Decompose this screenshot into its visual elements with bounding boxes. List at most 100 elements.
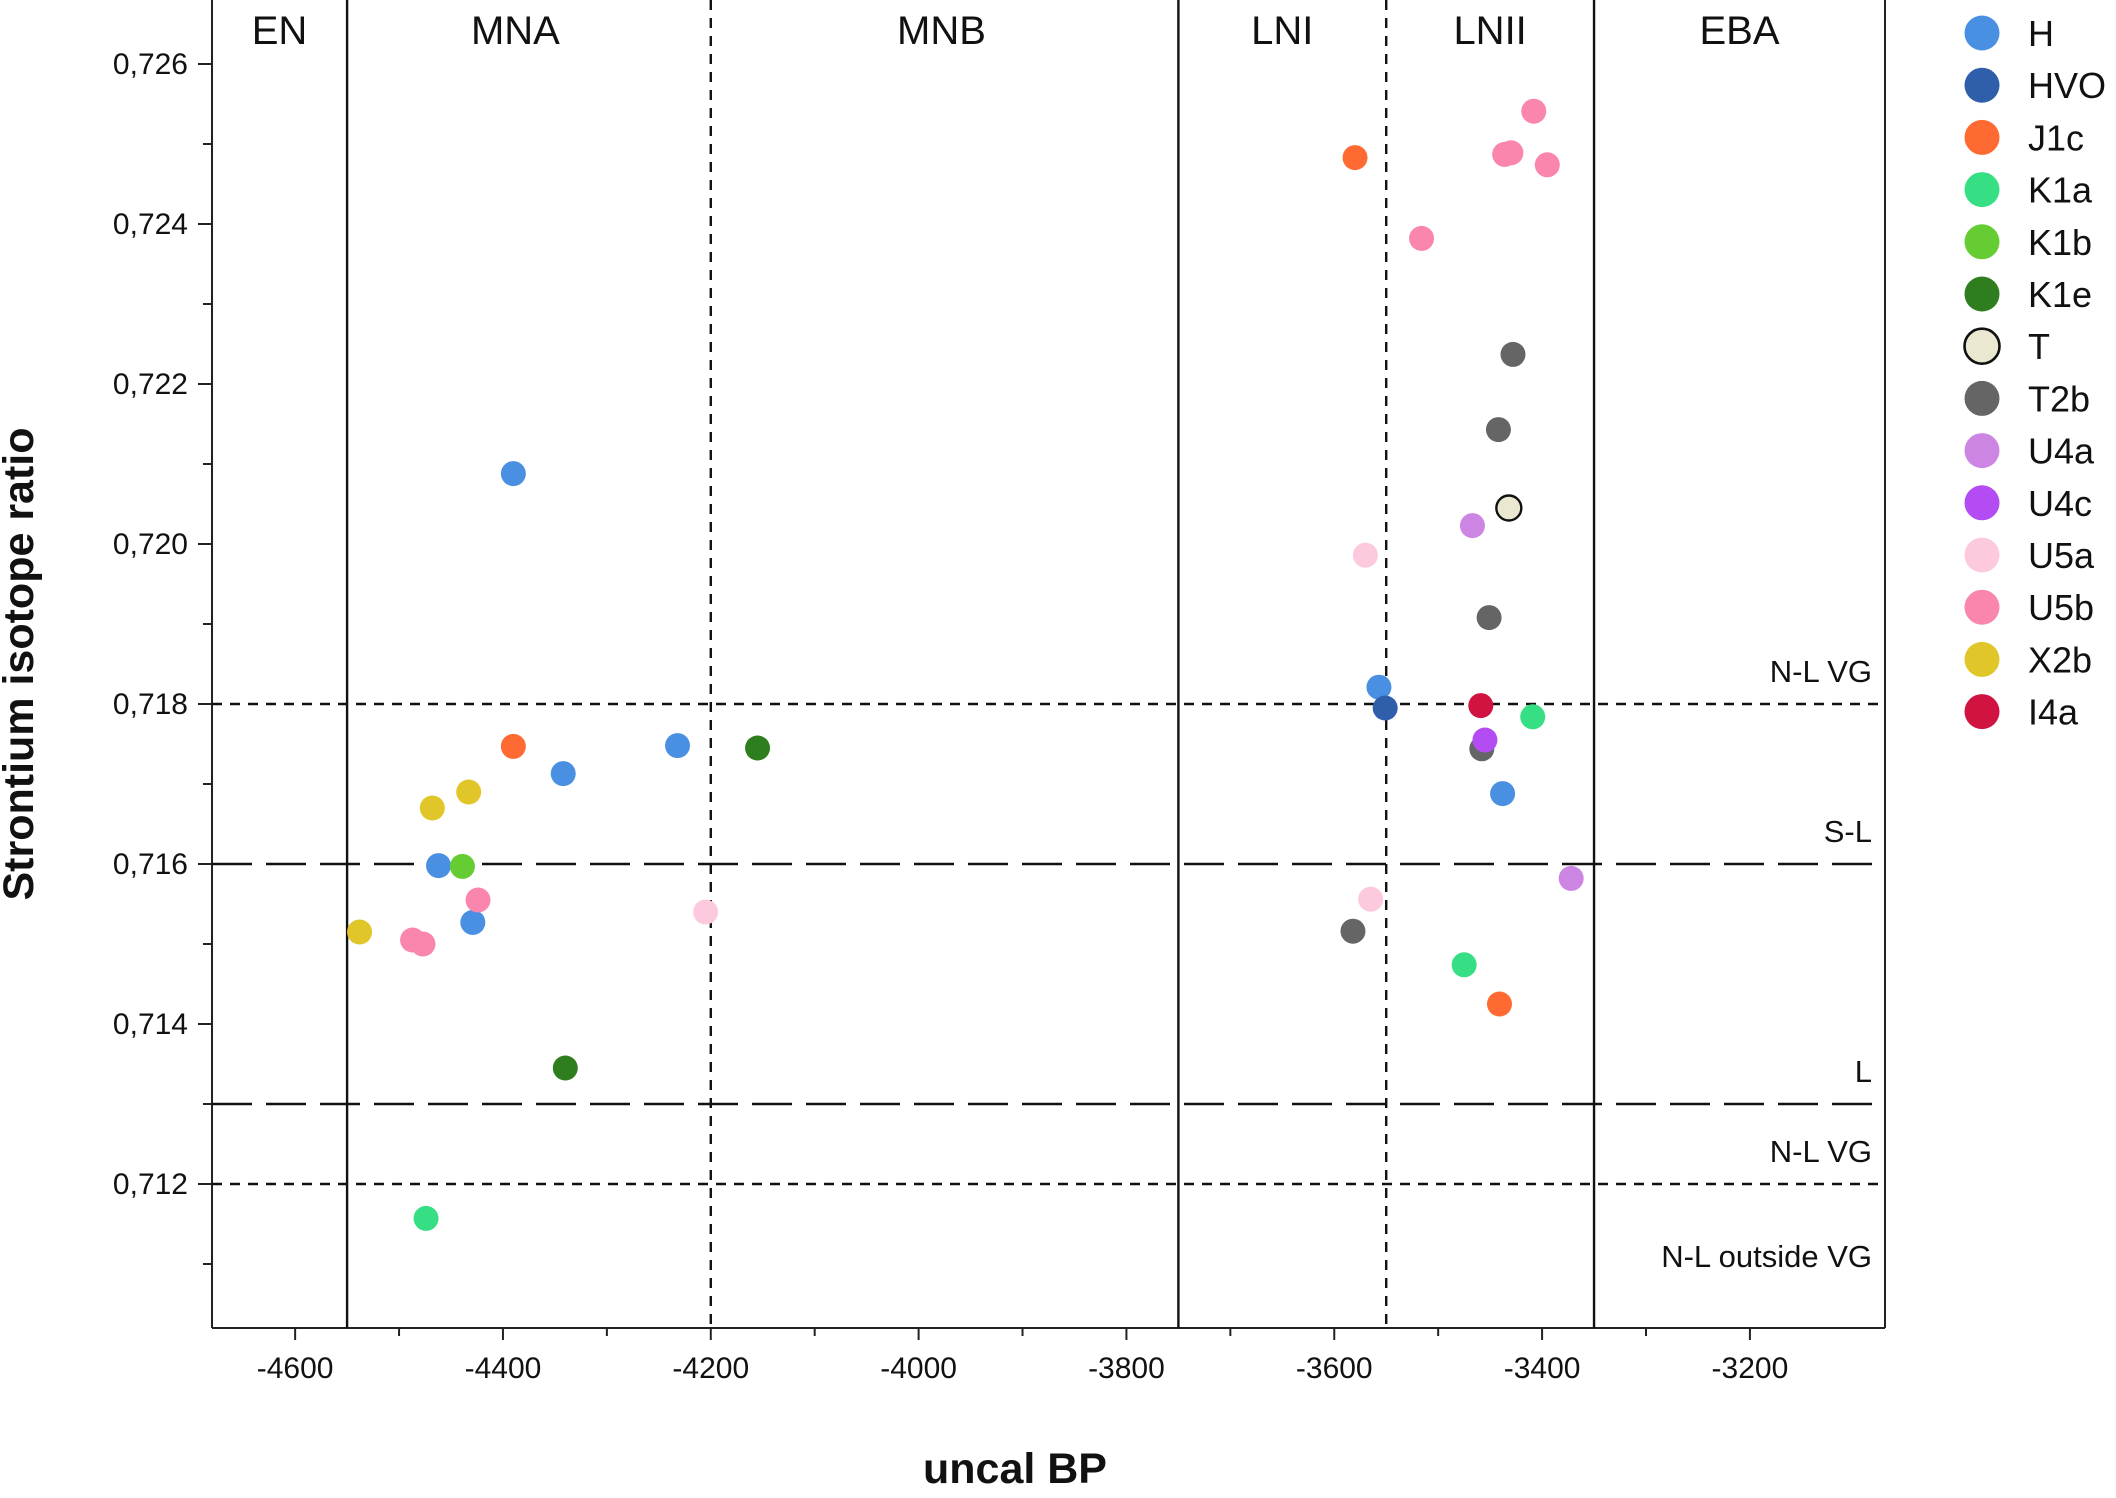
data-point — [449, 853, 475, 879]
period-label: LNII — [1453, 9, 1526, 53]
legend-label: U5a — [2028, 535, 2095, 576]
x-tick-label: -4600 — [257, 1352, 334, 1385]
data-point — [1409, 225, 1435, 251]
x-tick-label: -4000 — [880, 1352, 957, 1385]
data-point — [745, 735, 771, 761]
data-point — [1472, 727, 1498, 753]
threshold-label: S-L — [1824, 814, 1872, 849]
data-point — [665, 733, 691, 759]
x-axis-ticks: -4600 -4400 -4200 -4000 -3800 -3600 -3400 -3200 — [257, 1328, 1789, 1385]
y-axis-ticks: 0,712 0,714 0,716 0,718 0,720 0,722 0,724 0,726 — [113, 48, 212, 1265]
data-point — [1534, 152, 1560, 178]
data-point — [1486, 991, 1512, 1017]
legend-marker — [1964, 119, 2000, 155]
y-tick-label: 0,718 — [113, 688, 188, 721]
data-point — [1520, 704, 1546, 730]
y-axis-title: Strontium isotope ratio — [0, 428, 43, 901]
legend-label: K1a — [2028, 170, 2093, 211]
legend-label: J1c — [2028, 117, 2084, 158]
data-point — [1521, 98, 1547, 124]
data-point — [1459, 513, 1485, 539]
legend-marker — [1964, 172, 2000, 208]
legend-label: U4c — [2028, 483, 2092, 524]
data-point — [1500, 341, 1526, 367]
data-point — [460, 909, 486, 935]
y-tick-label: 0,724 — [113, 208, 188, 241]
threshold-label: N-L VG — [1770, 1134, 1872, 1169]
data-point — [1358, 886, 1384, 912]
legend-label: X2b — [2028, 639, 2092, 680]
data-point — [500, 733, 526, 759]
legend-marker — [1964, 433, 2000, 469]
legend-label: H — [2028, 13, 2054, 54]
threshold-label: L — [1855, 1054, 1872, 1089]
data-point — [413, 1205, 439, 1231]
legend-marker — [1964, 485, 2000, 521]
data-point — [347, 919, 373, 945]
legend-marker — [1964, 589, 2000, 625]
data-point — [465, 887, 491, 913]
data-point — [1468, 693, 1494, 719]
data-point — [1476, 605, 1502, 631]
legend-marker — [1964, 15, 2000, 51]
legend: H HVO J1c K1a K1b K1e T T2b U4a U4c U5a U5b X2b I4a — [1963, 13, 2106, 733]
data-point — [1558, 865, 1584, 891]
period-label: LNI — [1251, 9, 1313, 53]
region-label: N-L outside VG — [1661, 1239, 1872, 1274]
x-tick-label: -3200 — [1712, 1352, 1789, 1385]
y-tick-label: 0,726 — [113, 48, 188, 81]
legend-label: K1e — [2028, 274, 2092, 315]
data-point — [1495, 494, 1523, 522]
x-tick-label: -3800 — [1088, 1352, 1165, 1385]
legend-label: T — [2028, 326, 2050, 367]
data-point — [1451, 952, 1477, 978]
y-tick-label: 0,722 — [113, 368, 188, 401]
data-point — [550, 761, 576, 787]
reference-line-labels: N-L VG S-L L N-L VG N-L outside VG — [1661, 654, 1872, 1274]
x-tick-label: -3400 — [1504, 1352, 1581, 1385]
y-tick-label: 0,716 — [113, 848, 188, 881]
data-points — [347, 98, 1584, 1231]
x-tick-label: -4200 — [672, 1352, 749, 1385]
data-point — [1485, 417, 1511, 443]
legend-label: U5b — [2028, 587, 2094, 628]
data-point — [1366, 674, 1392, 700]
x-axis-title: uncal BP — [923, 1445, 1107, 1493]
period-label: EN — [252, 9, 308, 53]
data-point — [1342, 145, 1368, 171]
data-point — [1372, 695, 1398, 721]
data-point — [456, 779, 482, 805]
legend-label: I4a — [2028, 692, 2079, 733]
threshold-label: N-L VG — [1770, 654, 1872, 689]
legend-label: K1b — [2028, 222, 2092, 263]
legend-label: T2b — [2028, 378, 2090, 419]
data-point — [1340, 918, 1366, 944]
data-point — [1490, 781, 1516, 807]
period-label: MNB — [897, 9, 986, 53]
data-point — [693, 899, 719, 925]
data-point — [426, 853, 452, 879]
data-point — [419, 795, 445, 821]
period-label: MNA — [471, 9, 560, 53]
legend-label: HVO — [2028, 65, 2106, 106]
y-tick-label: 0,720 — [113, 528, 188, 561]
data-point — [1352, 542, 1378, 568]
reference-lines — [212, 0, 1885, 1328]
legend-marker — [1963, 327, 2001, 366]
data-point — [552, 1055, 578, 1081]
y-tick-label: 0,712 — [113, 1168, 188, 1201]
legend-label: U4a — [2028, 431, 2095, 472]
data-point — [500, 461, 526, 487]
x-tick-label: -4400 — [465, 1352, 542, 1385]
data-point — [410, 931, 436, 957]
legend-marker — [1964, 67, 2000, 103]
legend-marker — [1964, 641, 2000, 677]
period-labels: EN MNA MNB LNI LNII EBA — [252, 9, 1780, 53]
legend-marker — [1964, 380, 2000, 416]
legend-marker — [1964, 537, 2000, 573]
legend-marker — [1964, 694, 2000, 730]
y-tick-label: 0,714 — [113, 1008, 188, 1041]
x-tick-label: -3600 — [1296, 1352, 1373, 1385]
legend-marker — [1964, 224, 2000, 260]
